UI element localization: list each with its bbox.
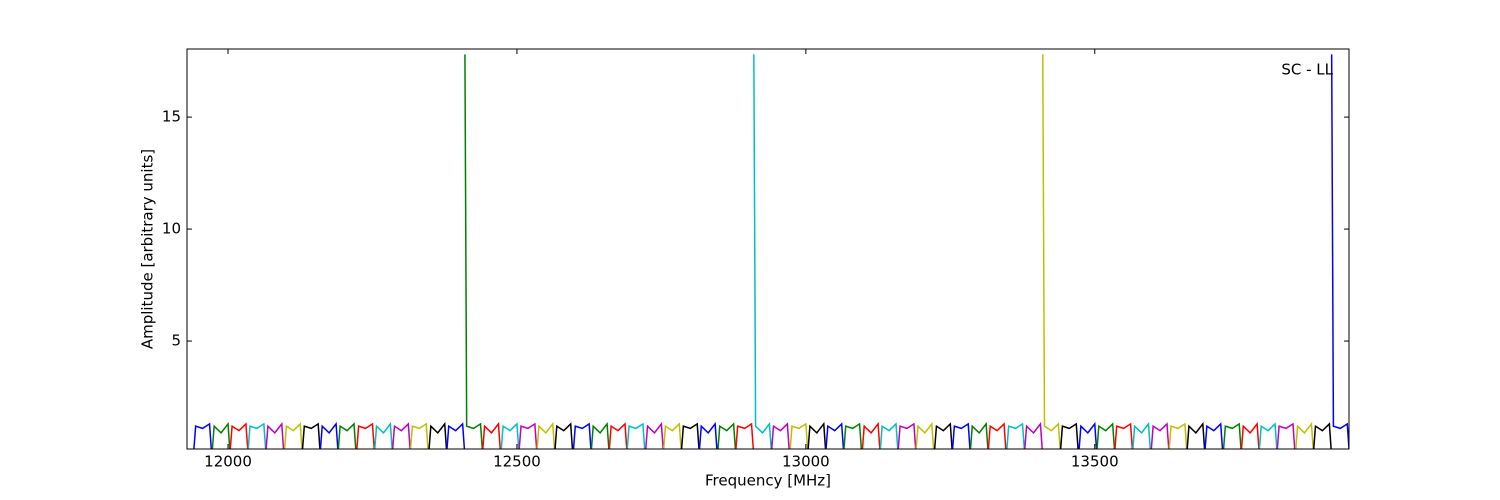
x-tick-label: 12000: [204, 453, 252, 471]
series-line: [428, 421, 448, 449]
series-line: [1078, 421, 1098, 449]
series-line: [500, 422, 520, 449]
x-tick-label: 13000: [782, 453, 830, 471]
series-line: [1168, 422, 1188, 449]
series-line: [590, 421, 610, 449]
series-line: [554, 422, 574, 449]
series-line: [1295, 421, 1314, 449]
series-line: [319, 421, 339, 449]
series-line: [1330, 54, 1349, 449]
series-line: [1114, 422, 1134, 449]
series-line: [680, 422, 700, 449]
series-line: [735, 422, 755, 449]
series-line: [753, 54, 772, 449]
series-line: [409, 422, 429, 449]
series-line: [283, 422, 303, 449]
series-line: [572, 422, 592, 449]
series-line: [879, 422, 899, 449]
series-line: [464, 54, 484, 449]
x-axis-label: Frequency [MHz]: [705, 472, 831, 490]
series-line: [915, 421, 935, 449]
series-line: [391, 422, 411, 449]
series-line: [301, 422, 321, 449]
series-line: [662, 422, 682, 449]
series-line: [265, 421, 285, 449]
series-line: [626, 422, 646, 449]
series-line: [1313, 422, 1332, 449]
series-line: [356, 422, 375, 449]
series-line: [1096, 422, 1116, 449]
y-tick-label: 5: [171, 332, 181, 350]
y-tick-label: 10: [162, 220, 181, 238]
series-line: [1150, 422, 1170, 449]
series-line: [1006, 422, 1026, 449]
series-line: [1258, 422, 1278, 449]
series-line: [1042, 54, 1061, 449]
series-line: [717, 422, 737, 449]
y-axis-label: Amplitude [arbitrary units]: [139, 149, 157, 349]
series-line: [337, 422, 357, 449]
series-line: [1204, 422, 1224, 449]
series-line: [1024, 421, 1043, 449]
series-line: [1186, 421, 1206, 449]
series-line: [1222, 422, 1242, 449]
series-line: [698, 421, 718, 449]
series-line: [807, 421, 827, 449]
series-line: [987, 422, 1007, 449]
x-tick-label: 12500: [493, 453, 541, 471]
series-line: [825, 422, 845, 449]
series-line: [771, 422, 790, 449]
series-line: [789, 422, 809, 449]
series-line: [374, 421, 393, 449]
axes-frame: [186, 48, 1350, 450]
series-line: [1276, 422, 1296, 449]
series-line: [843, 422, 863, 449]
series-line: [645, 421, 664, 449]
series-line: [1132, 421, 1151, 449]
series-line: [229, 422, 249, 449]
series-line: [951, 422, 971, 449]
annotation: SC - LL: [1281, 61, 1333, 79]
series-line: [897, 422, 917, 449]
series-line: [211, 421, 231, 449]
series-line: [861, 421, 881, 449]
plot-area: [193, 54, 1349, 449]
series-line: [933, 422, 953, 449]
series-line: [969, 421, 989, 449]
series-line: [193, 422, 213, 449]
series-line: [247, 422, 267, 449]
series-line: [536, 421, 556, 449]
series-line: [518, 422, 538, 449]
x-tick-label: 13500: [1071, 453, 1119, 471]
series-line: [1059, 422, 1079, 449]
y-tick-label: 15: [162, 108, 181, 126]
series-line: [482, 421, 501, 449]
series-line: [1240, 421, 1260, 449]
series-line: [446, 422, 466, 449]
series-line: [608, 422, 628, 449]
